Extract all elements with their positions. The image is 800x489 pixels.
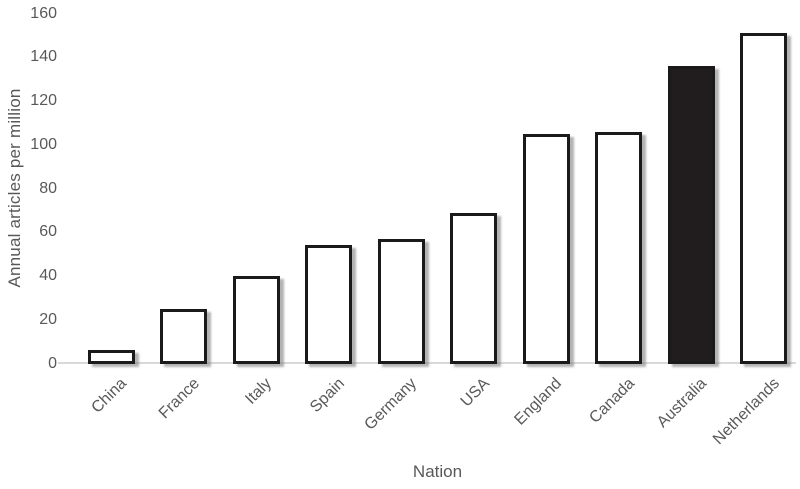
bar-france — [160, 308, 208, 364]
y-tick-label: 0 — [48, 354, 57, 372]
x-axis-title: Nation — [412, 462, 463, 481]
y-tick-label: 160 — [30, 4, 57, 22]
bar-china — [87, 350, 135, 364]
y-tick-label: 20 — [39, 310, 57, 328]
y-tick-label: 140 — [30, 48, 57, 66]
y-tick-label: 120 — [30, 92, 57, 109]
bar-spain — [305, 245, 353, 364]
bar-italy — [232, 276, 280, 364]
bar-usa — [450, 212, 498, 364]
x-axis-line — [58, 362, 796, 364]
bar-england — [522, 133, 570, 364]
y-tick-label: 60 — [39, 223, 57, 241]
bar-netherlands — [740, 33, 788, 364]
y-tick-label: 40 — [39, 267, 57, 284]
y-tick-label: 100 — [30, 135, 57, 153]
y-tick-label: 80 — [39, 179, 57, 197]
bar-canada — [595, 131, 643, 364]
bar-germany — [377, 238, 425, 364]
bar-australia — [667, 66, 715, 364]
